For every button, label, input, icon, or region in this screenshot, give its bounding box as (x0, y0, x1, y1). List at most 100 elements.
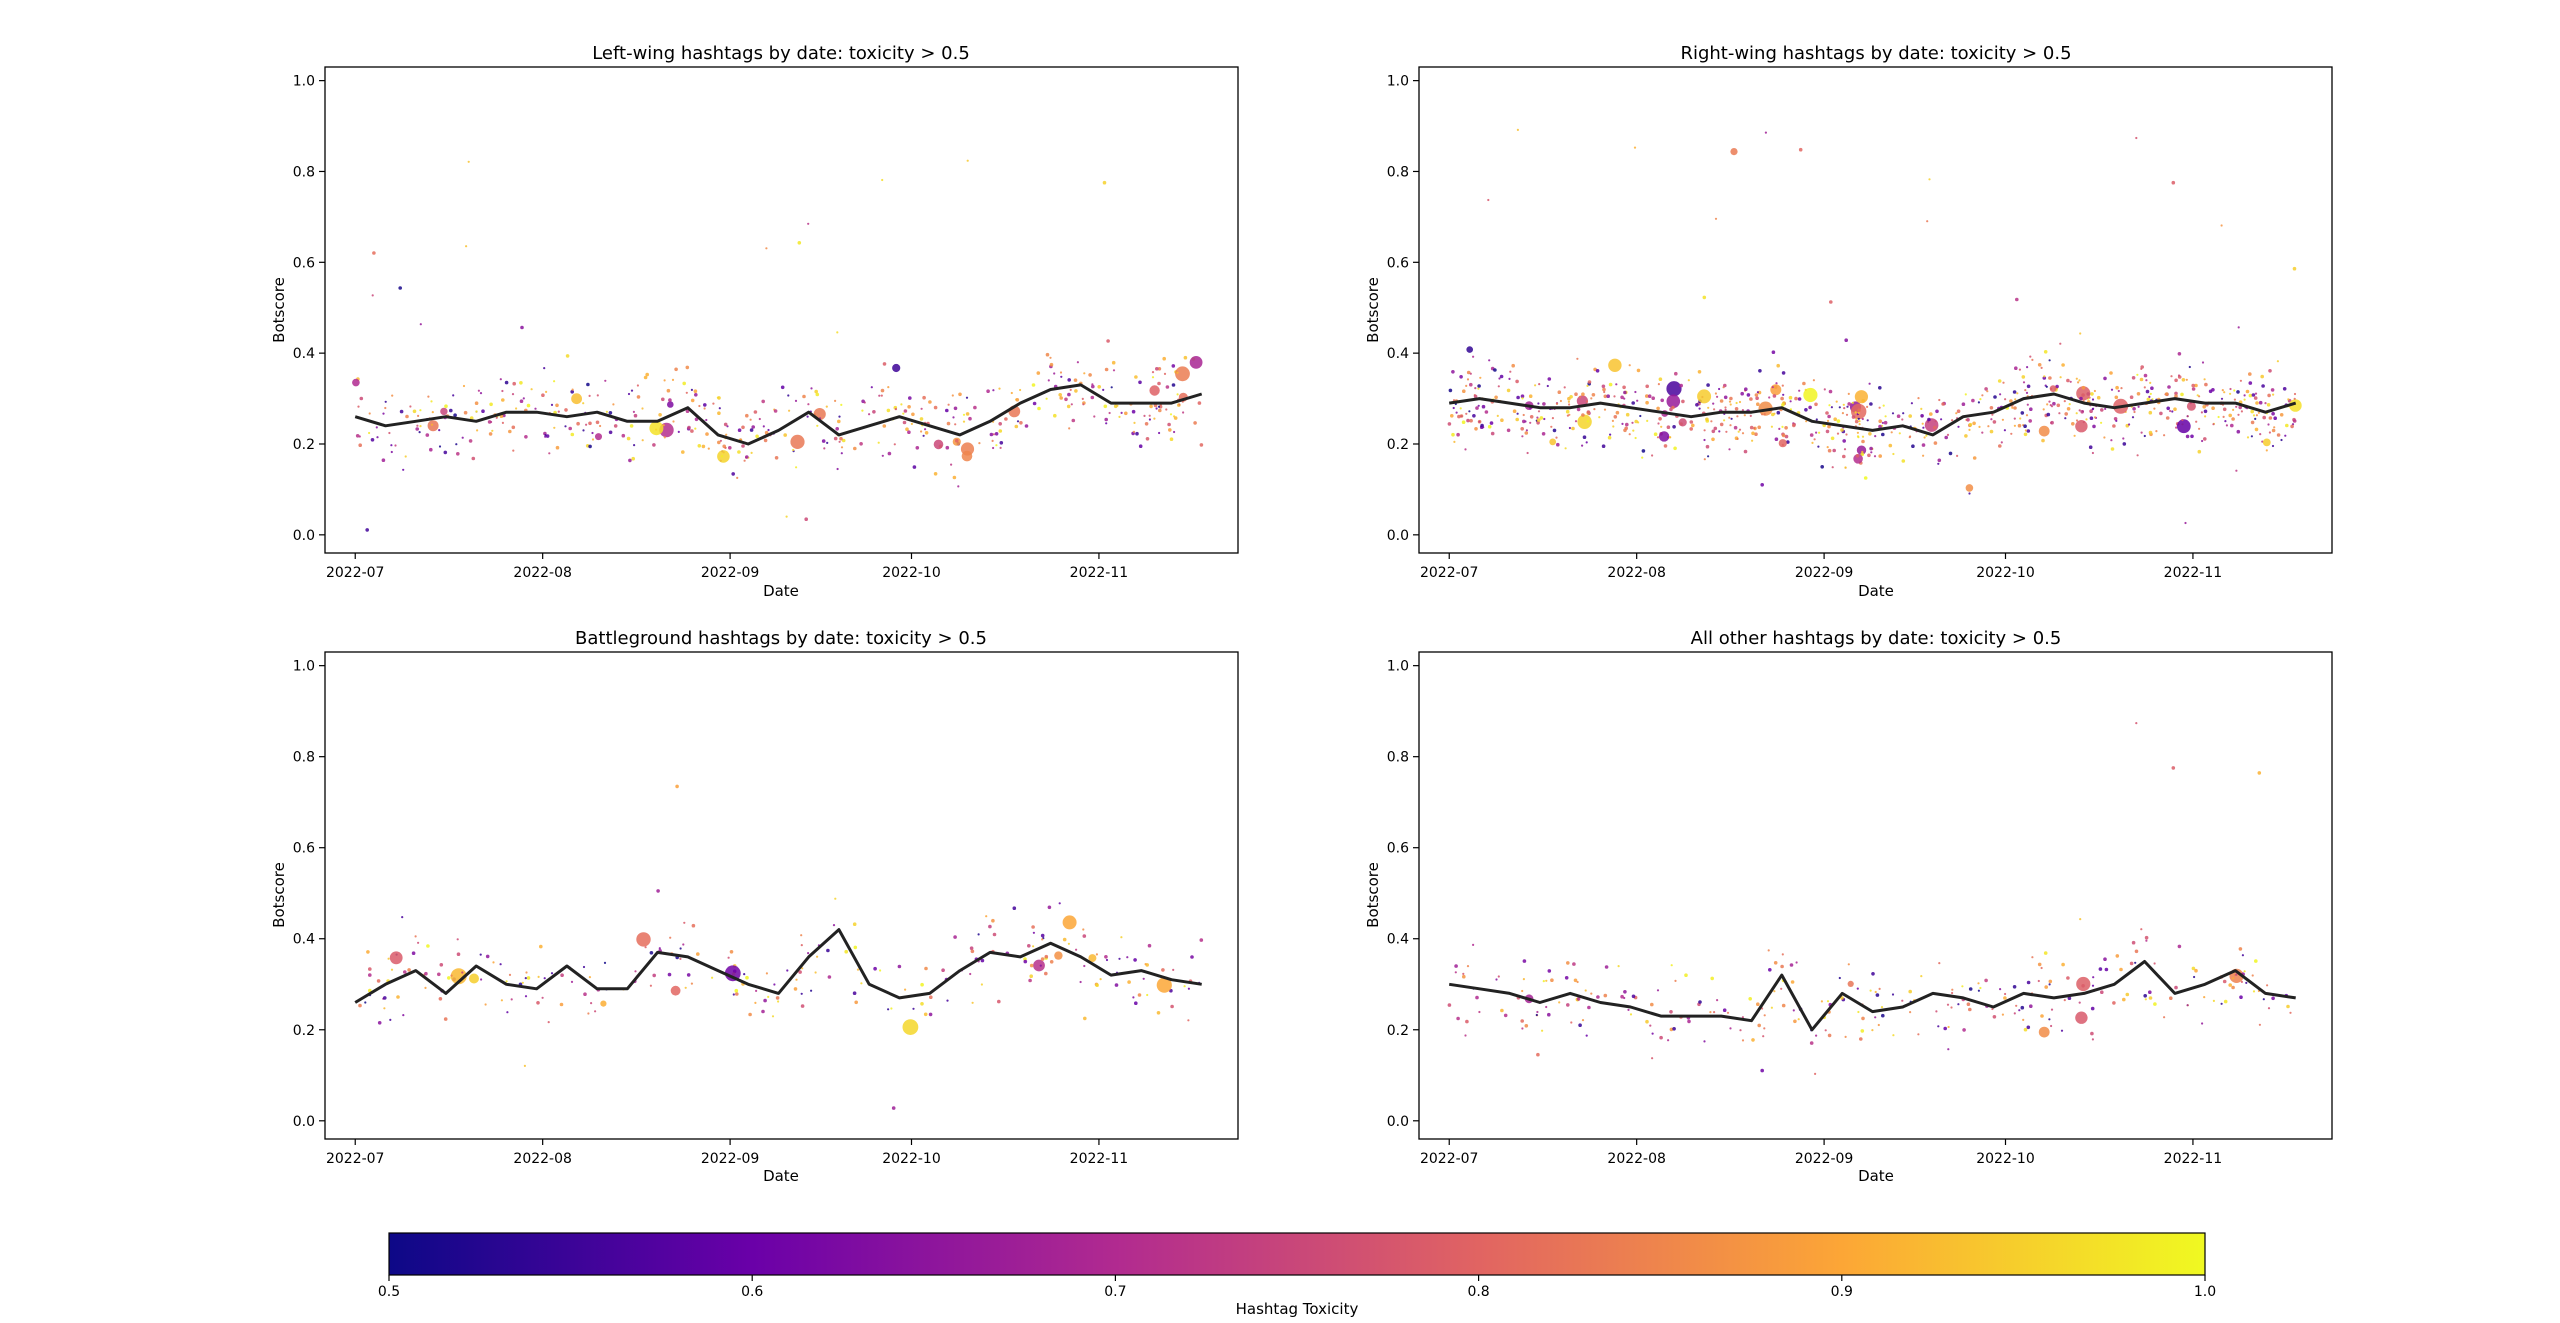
data-point (2064, 412, 2068, 416)
data-point (1147, 943, 1152, 948)
data-point (1625, 422, 1629, 427)
data-point (1566, 1003, 1570, 1007)
data-point (953, 406, 958, 411)
data-point (409, 405, 412, 408)
data-point (965, 412, 970, 416)
data-point (1197, 401, 1202, 405)
data-point (1861, 450, 1864, 453)
data-point (365, 528, 370, 532)
data-point (721, 455, 724, 458)
data-point (418, 431, 421, 434)
data-point (978, 442, 981, 445)
data-point (1469, 382, 1473, 387)
data-point (2246, 436, 2250, 439)
data-point (1768, 396, 1771, 399)
data-point (1621, 422, 1624, 425)
data-point (1877, 1023, 1880, 1027)
data-point (1965, 484, 1974, 492)
x-axis-label: Date (763, 1167, 799, 1185)
data-point (570, 390, 574, 394)
data-point (1751, 439, 1754, 442)
data-point (661, 397, 665, 402)
data-point (1047, 905, 1052, 910)
data-point (1937, 1025, 1940, 1028)
data-point (1946, 1003, 1950, 1006)
data-point (945, 445, 950, 450)
data-point (444, 404, 448, 409)
data-point (1604, 965, 1609, 969)
data-point (1520, 1019, 1524, 1023)
data-point (1459, 407, 1462, 410)
data-point (2143, 386, 2146, 389)
data-point (668, 398, 672, 402)
data-point (1027, 944, 1031, 948)
data-point (1968, 987, 1973, 991)
data-point (1586, 420, 1589, 423)
left-wing-panel: Left-wing hashtags by date: toxicity > 0… (270, 43, 1239, 600)
x-tick-label: 2022-07 (1420, 565, 1479, 581)
data-point (887, 386, 890, 389)
data-point (773, 983, 776, 986)
data-point (2024, 389, 2027, 392)
data-point (2171, 766, 2176, 770)
data-point (1543, 417, 1546, 421)
y-axis-label: Botscore (270, 862, 288, 928)
data-point (2137, 405, 2140, 408)
data-point (1049, 356, 1052, 359)
data-point (2117, 389, 2120, 393)
data-point (1487, 424, 1492, 429)
data-point (2026, 1025, 2031, 1030)
data-point (627, 392, 631, 396)
data-point (1901, 459, 1906, 463)
data-point (2031, 956, 2034, 959)
data-point (2250, 409, 2254, 414)
data-point (823, 447, 826, 450)
data-point (814, 389, 818, 394)
data-point (1711, 429, 1716, 434)
data-point (1933, 425, 1937, 430)
data-point (1781, 1003, 1786, 1008)
data-point (2149, 381, 2152, 384)
data-point (1104, 417, 1108, 422)
data-point (1669, 1027, 1674, 1032)
data-point (2153, 407, 2156, 410)
data-point (534, 407, 537, 410)
data-point (1586, 410, 1591, 414)
data-point (2186, 1004, 2189, 1007)
data-point (2174, 378, 2178, 383)
data-point (375, 426, 378, 429)
data-point (1537, 402, 1540, 405)
data-point (663, 379, 666, 382)
data-point (922, 434, 925, 437)
data-point (1749, 414, 1752, 417)
data-point (1169, 413, 1173, 416)
data-point (2222, 415, 2225, 418)
data-point (1714, 392, 1717, 395)
data-point (1986, 390, 1989, 393)
data-point (1741, 432, 1745, 435)
data-point (2131, 376, 2136, 380)
data-point (2093, 416, 2097, 419)
data-point (1957, 425, 1960, 428)
data-point (712, 402, 715, 405)
data-point (731, 472, 735, 476)
data-point (1856, 445, 1867, 455)
data-point (2063, 400, 2066, 403)
data-point (904, 988, 907, 991)
data-point (1840, 428, 1844, 432)
data-point (652, 443, 656, 447)
data-point (1658, 431, 1670, 442)
data-point (1173, 416, 1178, 420)
data-point (1755, 396, 1759, 401)
x-axis-ticks: 2022-07 2022-08 2022-09 2022-10 2022-11 (326, 553, 1128, 581)
data-point (2050, 1008, 2054, 1011)
data-point (2271, 411, 2275, 416)
x-axis-label: Date (1858, 1167, 1894, 1185)
data-point (1628, 364, 1631, 367)
data-point (1526, 451, 1529, 455)
data-point (1794, 396, 1798, 401)
data-point (1858, 420, 1861, 423)
data-point (1534, 384, 1537, 387)
data-point (1749, 397, 1753, 401)
data-point (1853, 454, 1863, 464)
